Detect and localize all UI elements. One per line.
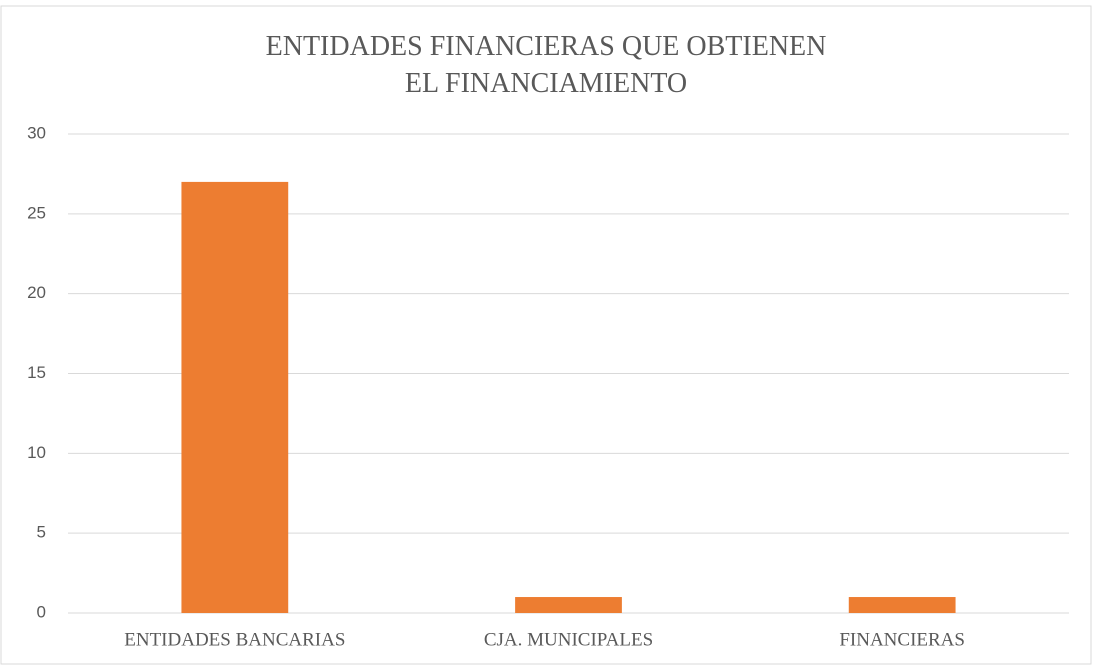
y-tick-label: 10 [27,443,46,462]
bar [181,181,289,613]
bar [848,597,956,613]
x-tick-label: CJA. MUNICIPALES [484,629,653,650]
y-tick-label: 15 [27,363,46,382]
x-tick-label: FINANCIERAS [839,629,965,650]
chart-title: ENTIDADES FINANCIERAS QUE OBTIENEN EL FI… [265,31,827,99]
y-tick-label: 20 [27,283,46,302]
bar [515,597,622,613]
y-tick-label: 25 [27,203,46,222]
y-tick-label: 0 [37,602,46,621]
x-tick-label: ENTIDADES BANCARIAS [124,629,345,650]
y-tick-label: 5 [37,523,46,542]
chart-border [0,5,1092,665]
y-tick-label: 30 [27,123,46,142]
